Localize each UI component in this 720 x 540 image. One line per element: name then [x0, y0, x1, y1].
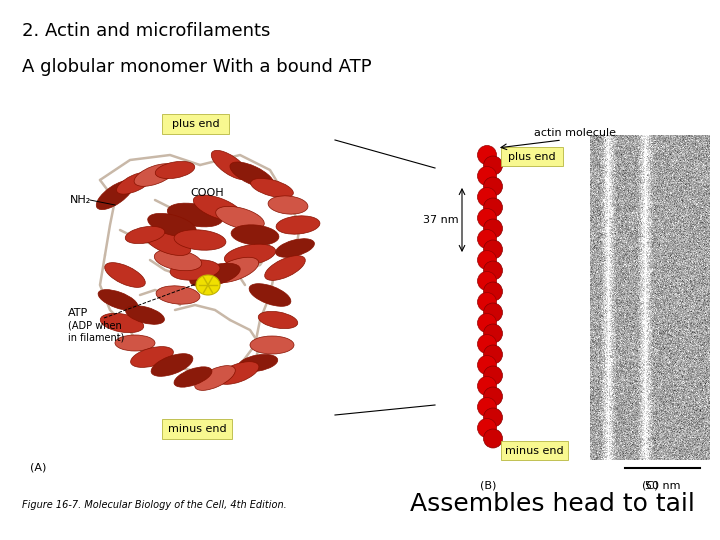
Ellipse shape [148, 213, 197, 237]
Ellipse shape [484, 198, 503, 217]
Ellipse shape [249, 284, 291, 306]
Ellipse shape [130, 347, 174, 367]
Ellipse shape [225, 244, 276, 266]
Ellipse shape [104, 262, 145, 287]
Ellipse shape [484, 282, 503, 301]
Ellipse shape [484, 303, 503, 322]
Text: COOH: COOH [190, 188, 224, 198]
Ellipse shape [190, 263, 240, 287]
Text: 37 nm: 37 nm [423, 215, 459, 225]
Ellipse shape [484, 240, 503, 259]
Ellipse shape [125, 306, 164, 325]
Ellipse shape [477, 334, 497, 354]
Text: in filament): in filament) [68, 333, 125, 343]
FancyBboxPatch shape [501, 441, 568, 460]
Ellipse shape [484, 261, 503, 280]
Ellipse shape [484, 345, 503, 364]
Text: minus end: minus end [505, 446, 563, 456]
Ellipse shape [477, 272, 497, 291]
Ellipse shape [96, 180, 134, 210]
Text: minus end: minus end [168, 424, 226, 434]
FancyBboxPatch shape [162, 114, 229, 134]
Ellipse shape [268, 196, 308, 214]
Ellipse shape [484, 324, 503, 343]
Ellipse shape [484, 177, 503, 196]
Ellipse shape [100, 313, 144, 333]
Ellipse shape [477, 293, 497, 312]
FancyBboxPatch shape [162, 419, 232, 439]
Ellipse shape [265, 255, 305, 280]
Ellipse shape [174, 230, 226, 250]
Ellipse shape [238, 354, 278, 372]
Ellipse shape [194, 195, 243, 221]
Text: (B): (B) [480, 480, 496, 490]
Ellipse shape [477, 397, 497, 416]
Ellipse shape [117, 172, 153, 194]
Ellipse shape [216, 206, 264, 230]
Ellipse shape [477, 418, 497, 437]
Ellipse shape [484, 429, 503, 448]
Ellipse shape [134, 164, 176, 186]
Text: 50 nm: 50 nm [644, 481, 680, 491]
Ellipse shape [477, 145, 497, 165]
Text: plus end: plus end [508, 152, 556, 161]
Text: NH₂: NH₂ [70, 195, 91, 205]
Ellipse shape [151, 354, 193, 376]
Ellipse shape [167, 203, 222, 227]
Ellipse shape [484, 219, 503, 238]
Ellipse shape [170, 260, 220, 280]
Ellipse shape [484, 366, 503, 385]
Ellipse shape [477, 166, 497, 186]
Ellipse shape [145, 231, 191, 255]
Ellipse shape [484, 387, 503, 406]
Ellipse shape [258, 312, 298, 329]
Ellipse shape [477, 376, 497, 395]
Ellipse shape [477, 355, 497, 375]
Ellipse shape [98, 289, 138, 310]
Text: A globular monomer With a bound ATP: A globular monomer With a bound ATP [22, 58, 372, 76]
Ellipse shape [276, 239, 315, 257]
Ellipse shape [251, 178, 293, 198]
Ellipse shape [125, 226, 165, 244]
Ellipse shape [154, 249, 202, 271]
Ellipse shape [211, 257, 258, 283]
Ellipse shape [477, 314, 497, 333]
Ellipse shape [115, 335, 155, 351]
Text: Figure 16-7. Molecular Biology of the Cell, 4th Edition.: Figure 16-7. Molecular Biology of the Ce… [22, 500, 287, 510]
Ellipse shape [477, 208, 497, 227]
Ellipse shape [276, 216, 320, 234]
Bar [590, 135, 710, 460]
Text: actin molecule: actin molecule [534, 128, 616, 138]
Ellipse shape [230, 162, 274, 188]
Ellipse shape [484, 156, 503, 175]
Ellipse shape [194, 366, 235, 390]
Ellipse shape [477, 187, 497, 206]
Ellipse shape [196, 275, 220, 295]
Ellipse shape [477, 230, 497, 248]
FancyBboxPatch shape [501, 147, 563, 166]
Ellipse shape [477, 251, 497, 269]
Ellipse shape [231, 225, 279, 245]
Text: ATP: ATP [68, 308, 89, 318]
Text: (A): (A) [30, 462, 46, 472]
Text: plus end: plus end [172, 119, 220, 129]
Ellipse shape [156, 161, 194, 179]
Ellipse shape [217, 362, 259, 384]
Text: (C): (C) [642, 480, 658, 490]
Ellipse shape [211, 150, 248, 180]
Ellipse shape [156, 286, 200, 304]
Ellipse shape [484, 408, 503, 427]
Ellipse shape [250, 336, 294, 354]
Text: 2. Actin and microfilaments: 2. Actin and microfilaments [22, 22, 271, 40]
Ellipse shape [174, 367, 212, 387]
Text: (ADP when: (ADP when [68, 321, 122, 331]
Text: Assembles head to tail: Assembles head to tail [410, 492, 695, 516]
